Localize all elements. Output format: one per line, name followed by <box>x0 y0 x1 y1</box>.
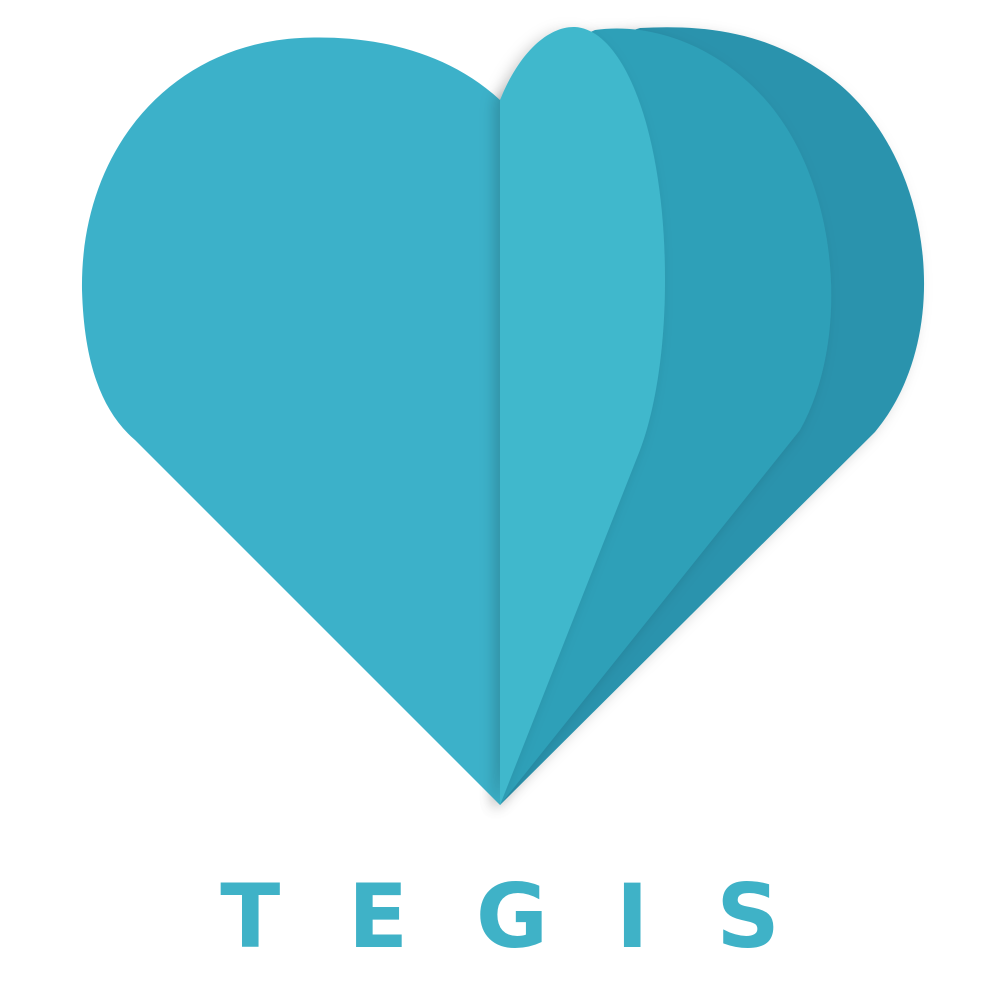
brand-name: TEGIS <box>220 865 848 968</box>
brand-wordmark: TEGIS <box>0 862 1000 972</box>
heart-petal-front <box>500 26 665 805</box>
heart-icon <box>81 26 925 805</box>
heart-left-half <box>81 37 500 805</box>
